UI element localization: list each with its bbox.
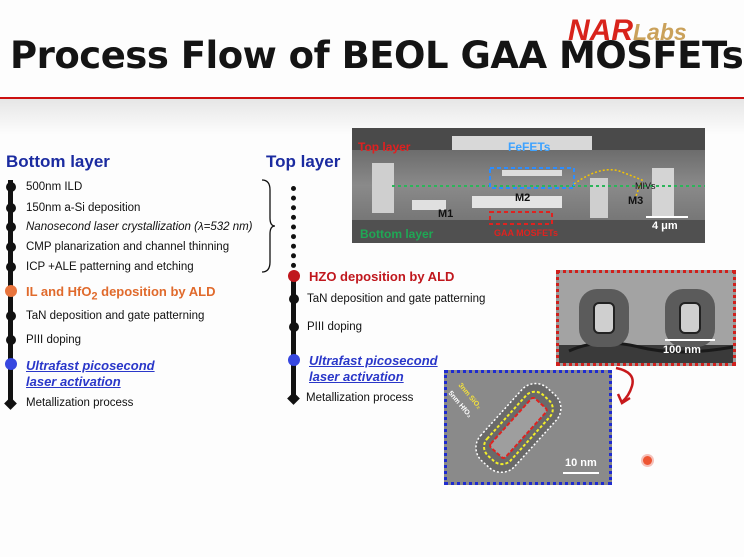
top-step-dot-blue xyxy=(288,354,300,366)
bottom-step-icp-ale: ICP +ALE patterning and etching xyxy=(26,261,194,273)
top-end-diamond xyxy=(287,392,300,405)
tem2-scale-label: 10 nm xyxy=(565,457,597,469)
slide-title: Process Flow of BEOL GAA MOSFETs xyxy=(10,34,744,77)
sem-m3-label: M3 xyxy=(628,195,644,207)
tem-nanowires-image: 100 nm xyxy=(556,270,736,366)
bottom-step-dot-orange xyxy=(5,285,17,297)
sem-mivs-label: MIVs xyxy=(635,181,656,191)
sem-cross-section-image: Top layer FeFETs M1 M2 M3 MIVs Bottom la… xyxy=(352,128,705,243)
tem1-scale-label: 100 nm xyxy=(663,344,701,356)
sem-gaa-label: GAA MOSFETs xyxy=(494,228,559,238)
bottom-step-dot xyxy=(6,182,16,192)
sem-m2-label: M2 xyxy=(515,192,531,204)
bottom-step-dot xyxy=(6,203,16,213)
top-flow-line xyxy=(291,274,296,398)
tem-gate-stack-image: 3nm SiO₂ 5nm HfO₂ 10 nm xyxy=(444,370,612,485)
top-step-piii: PIII doping xyxy=(307,321,362,333)
top-step-dot xyxy=(289,294,299,304)
curved-arrow-icon xyxy=(615,366,634,405)
bottom-step-asi: 150nm a-Si deposition xyxy=(26,202,141,214)
bottom-step-dot xyxy=(6,262,16,272)
bottom-step-dot-blue xyxy=(5,358,17,370)
top-flow-dotted-line xyxy=(291,186,301,268)
bottom-step-dot xyxy=(6,222,16,232)
bottom-step-laser-activation: Ultrafast picosecond laser activation xyxy=(26,358,155,389)
bottom-step-ild: 500nm ILD xyxy=(26,181,83,193)
top-step-laser-activation: Ultrafast picosecond laser activation xyxy=(309,353,438,384)
sem-m1-label: M1 xyxy=(438,208,454,220)
bottom-step-dot xyxy=(6,242,16,252)
bottom-step-dot xyxy=(6,335,16,345)
logo-labs: Labs xyxy=(633,19,687,45)
bottom-step-cmp: CMP planarization and channel thinning xyxy=(26,241,230,253)
tem1-scale-bar xyxy=(665,339,715,341)
pointer-cursor xyxy=(643,456,652,465)
sem-fefets-label: FeFETs xyxy=(508,140,551,154)
bracket-icon xyxy=(261,179,276,273)
sem-scale-bar xyxy=(646,216,688,218)
top-step-metallization: Metallization process xyxy=(306,392,414,404)
tem2-scale-bar xyxy=(563,472,599,474)
logo-nar: NAR xyxy=(568,14,633,47)
top-step-hzo: HZO deposition by ALD xyxy=(309,269,455,284)
top-step-dot xyxy=(289,322,299,332)
top-layer-header: Top layer xyxy=(266,152,341,171)
title-divider xyxy=(0,97,744,99)
bottom-end-diamond xyxy=(4,397,17,410)
bottom-step-dot xyxy=(6,311,16,321)
bottom-step-tan: TaN deposition and gate patterning xyxy=(26,310,205,322)
sem-bottom-layer-label: Bottom layer xyxy=(360,227,434,241)
top-step-tan: TaN deposition and gate patterning xyxy=(307,293,486,305)
bottom-step-metallization: Metallization process xyxy=(26,397,134,409)
bottom-step-laser-crystallization: Nanosecond laser crystallization (λ=532 … xyxy=(26,221,253,233)
bottom-step-il-hfo2: IL and HfO2 deposition by ALD xyxy=(26,284,216,303)
bottom-step-piii: PIII doping xyxy=(26,334,81,346)
sem-top-layer-label: Top layer xyxy=(358,140,411,154)
bottom-layer-header: Bottom layer xyxy=(6,152,110,171)
sem-scale-label: 4 μm xyxy=(652,220,678,232)
top-step-dot-red xyxy=(288,270,300,282)
narlabs-logo: NARLabs xyxy=(568,14,687,48)
